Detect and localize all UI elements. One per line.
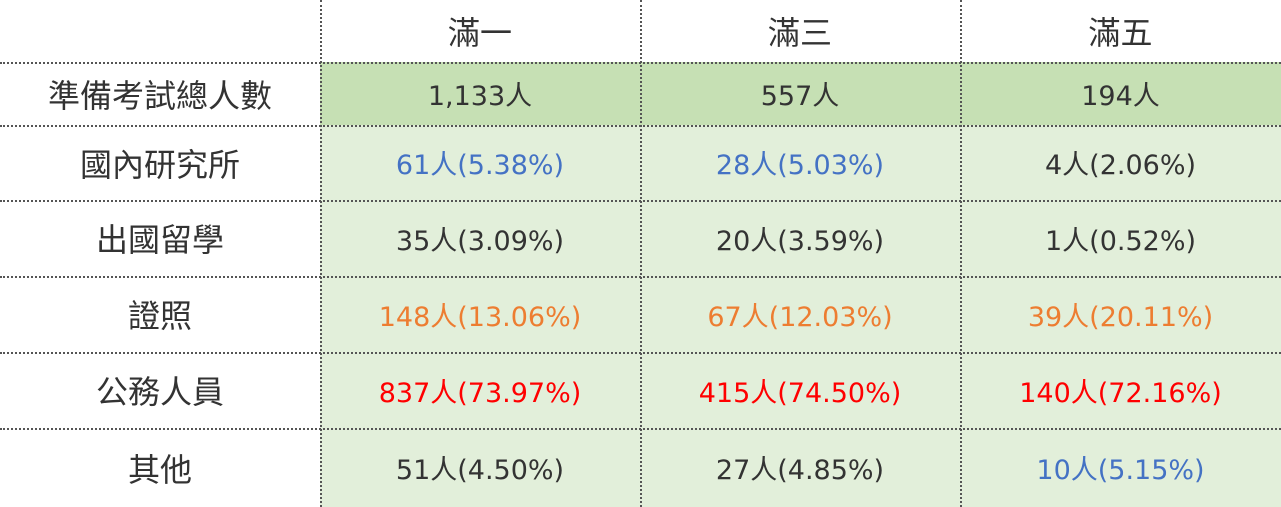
row-divider [0, 276, 1281, 278]
row-label: 國內研究所 [79, 145, 240, 184]
table-cell: 39人(20.11%) [1027, 301, 1214, 333]
table-row: 國內研究所 61人(5.38%) 28人(5.03%) 4人(2.06%) [0, 125, 1281, 200]
row-divider [0, 62, 1281, 64]
table-cell: 20人(3.59%) [715, 225, 885, 257]
table-row: 其他 51人(4.50%) 27人(4.85%) 10人(5.15%) [0, 428, 1281, 507]
table-cell: 10人(5.15%) [1036, 455, 1205, 486]
row-label: 公務人員 [95, 373, 224, 411]
table-cell: 148人(13.06%) [378, 301, 582, 333]
header-corner [0, 0, 320, 62]
row-divider [0, 125, 1281, 127]
row-divider [0, 200, 1281, 202]
column-header-2: 滿三 [767, 14, 832, 52]
table-cell: 27人(4.85%) [715, 455, 885, 486]
table-row: 證照 148人(13.06%) 67人(12.03%) 39人(20.11%) [0, 276, 1281, 352]
header-band [320, 62, 1281, 125]
table-cell: 837人(73.97%) [378, 377, 582, 409]
column-divider [640, 0, 642, 507]
table-cell: 140人(72.16%) [1019, 377, 1222, 409]
table-cell: 4人(2.06%) [1044, 150, 1197, 181]
row-label: 準備考試總人數 [47, 76, 272, 115]
column-divider [320, 0, 322, 507]
column-header-1: 滿一 [447, 14, 512, 52]
row-divider [0, 428, 1281, 430]
row-label: 證照 [127, 297, 192, 335]
row-label: 出國留學 [95, 221, 224, 259]
table-cell: 1人(0.52%) [1044, 225, 1197, 257]
body-band [320, 125, 1281, 507]
table-cell: 1,133人 [427, 81, 533, 112]
table-cell: 35人(3.09%) [395, 225, 565, 257]
table-row: 公務人員 837人(73.97%) 415人(74.50%) 140人(72.1… [0, 352, 1281, 428]
table-cell: 51人(4.50%) [395, 455, 565, 486]
table-cell: 28人(5.03%) [715, 150, 885, 181]
table-cell: 61人(5.38%) [395, 150, 565, 181]
row-label: 其他 [127, 450, 192, 489]
table-cell: 67人(12.03%) [707, 301, 893, 333]
table-cell: 194人 [1081, 81, 1160, 112]
row-divider [0, 352, 1281, 354]
table-cell: 557人 [760, 81, 840, 112]
table-row: 準備考試總人數 1,133人 557人 194人 [0, 62, 1281, 125]
column-divider [960, 0, 962, 507]
column-header-3: 滿五 [1088, 14, 1153, 52]
table-row: 出國留學 35人(3.09%) 20人(3.59%) 1人(0.52%) [0, 200, 1281, 276]
table-header-row: 滿一 滿三 滿五 [0, 0, 1281, 62]
table-cell: 415人(74.50%) [698, 377, 902, 409]
